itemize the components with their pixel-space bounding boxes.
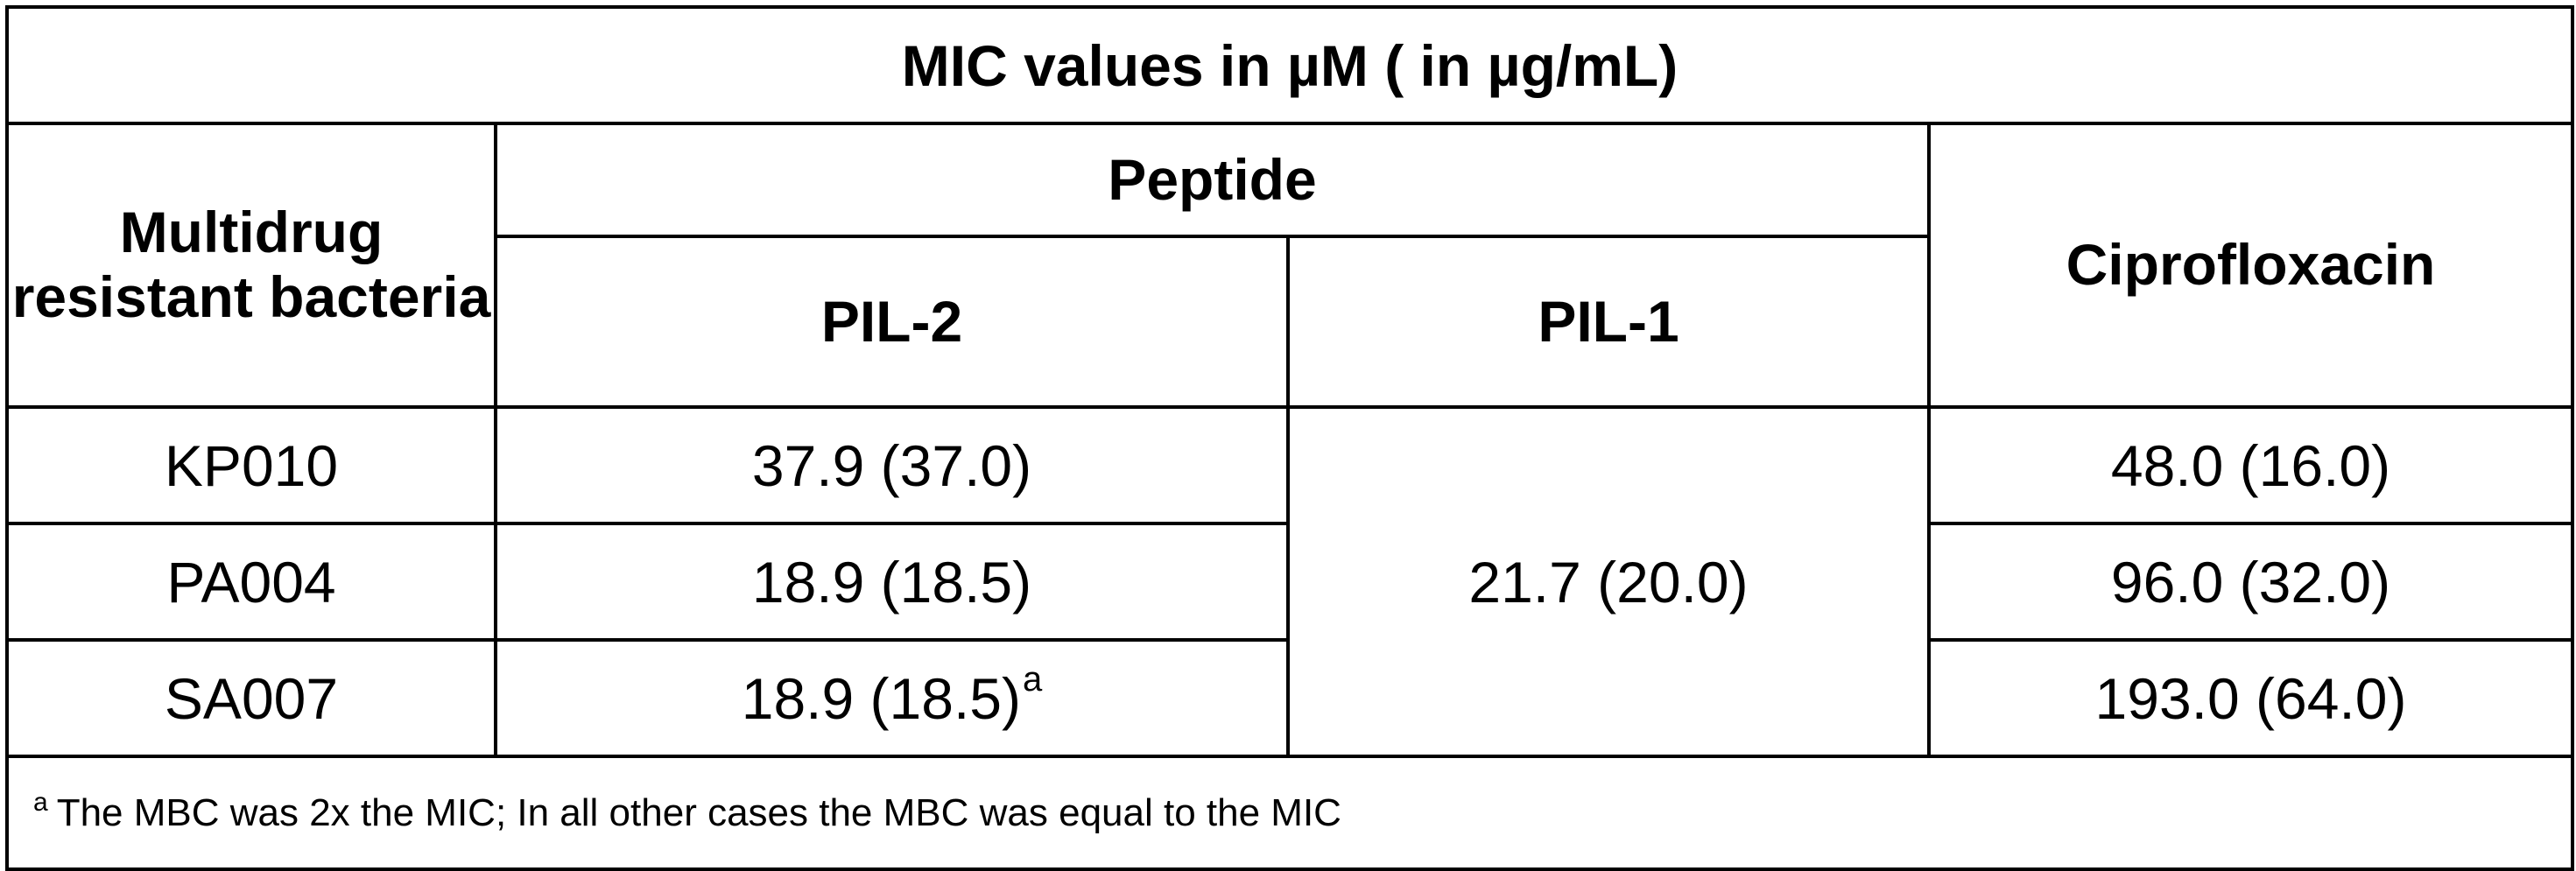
cell-ciprofloxacin: 96.0 (32.0) xyxy=(1927,522,2574,642)
footnote-mark: a xyxy=(33,787,48,817)
cell-pil2: 18.9 (18.5) xyxy=(494,522,1290,642)
mic-table-container: MIC values in µM ( in µg/mL) Multidrug r… xyxy=(5,5,2574,871)
cell-bacteria: PA004 xyxy=(5,522,497,642)
table-title: MIC values in µM ( in µg/mL) xyxy=(5,5,2574,125)
header-pil2: PIL-2 xyxy=(494,235,1290,409)
cell-pil2-value: 18.9 (18.5) xyxy=(751,549,1032,615)
header-bacteria: Multidrug resistant bacteria xyxy=(5,122,497,409)
header-pil1: PIL-1 xyxy=(1286,235,1931,409)
cell-ciprofloxacin: 48.0 (16.0) xyxy=(1927,405,2574,525)
header-ciprofloxacin: Ciprofloxacin xyxy=(1927,122,2574,409)
table-row: SA007 18.9 (18.5)a 193.0 (64.0) xyxy=(5,638,2574,758)
cell-pil2-value: 37.9 (37.0) xyxy=(751,432,1032,498)
table-row: KP010 37.9 (37.0) 21.7 (20.0) 48.0 (16.0… xyxy=(5,405,2574,758)
cell-bacteria: SA007 xyxy=(5,638,497,758)
footnote: a The MBC was 2x the MIC; In all other ca… xyxy=(5,755,2574,871)
footnote-marker: a xyxy=(1022,659,1043,699)
footnote-text: The MBC was 2x the MIC; In all other cas… xyxy=(56,790,1341,834)
cell-ciprofloxacin: 193.0 (64.0) xyxy=(1927,638,2574,758)
header-peptide-group: Peptide xyxy=(494,122,1931,238)
cell-bacteria: KP010 xyxy=(5,405,497,525)
mic-table: MIC values in µM ( in µg/mL) Multidrug r… xyxy=(5,5,2574,871)
cell-pil2: 37.9 (37.0) xyxy=(494,405,1290,525)
cell-pil1-merged: 21.7 (20.0) xyxy=(1286,405,1931,758)
table-row: PA004 18.9 (18.5) 96.0 (32.0) xyxy=(5,522,2574,642)
cell-pil2: 18.9 (18.5)a xyxy=(494,638,1290,758)
cell-pil2-value: 18.9 (18.5) xyxy=(741,665,1021,731)
